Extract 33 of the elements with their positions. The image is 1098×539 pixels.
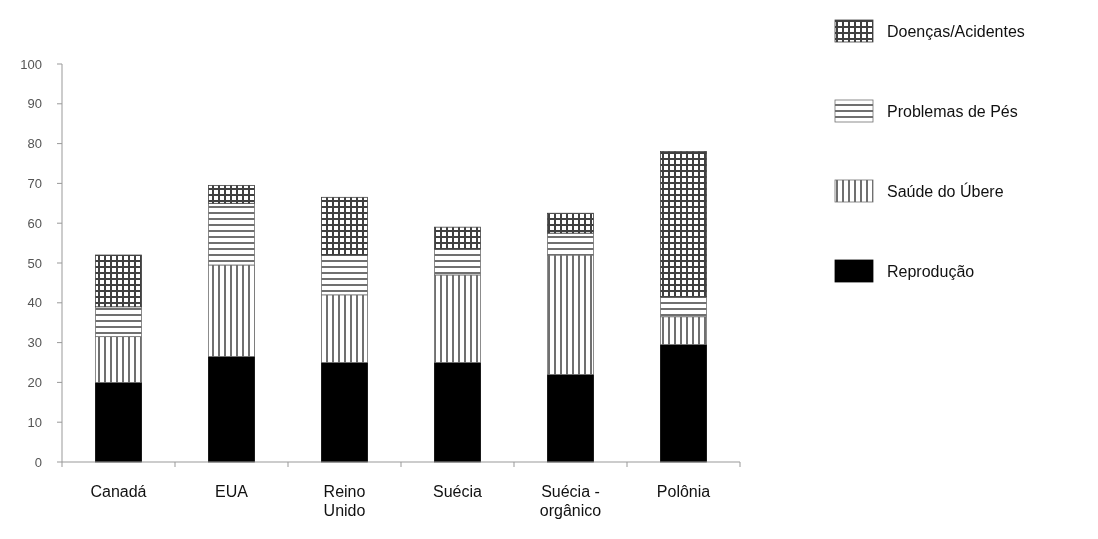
bar: [547, 374, 594, 463]
x-tick-label: EUA: [215, 483, 249, 500]
y-tick-label: 80: [27, 136, 42, 152]
legend-label: Doenças/Acidentes: [887, 22, 1025, 40]
legend-label: Problemas de Pés: [887, 102, 1018, 120]
y-tick-label: 100: [20, 56, 42, 72]
bar: [95, 382, 142, 463]
bar: [434, 226, 481, 250]
y-tick-label: 50: [27, 255, 42, 271]
y-tick-label: 20: [27, 374, 42, 390]
bar: [208, 356, 255, 463]
bar: [434, 362, 481, 463]
y-tick-label: 40: [27, 295, 42, 311]
y-tick-label: 60: [27, 215, 42, 231]
x-tick-label: Canadá: [90, 483, 147, 500]
x-tick-label: Reino Unido: [323, 483, 366, 519]
y-tick-label: 30: [27, 335, 42, 351]
y-tick-label: 90: [27, 96, 42, 112]
bar: [321, 362, 368, 463]
legend-label: Saúde do Úbere: [887, 181, 1004, 200]
x-tick-label: Suécia - orgânico: [539, 483, 602, 519]
bar: [660, 151, 707, 298]
bar: [95, 254, 142, 308]
bar: [321, 196, 368, 256]
y-tick-label: 70: [27, 175, 42, 191]
x-tick-label: Polônia: [656, 483, 711, 500]
x-tick-label: Suécia: [433, 483, 483, 500]
bar: [208, 184, 255, 204]
y-tick-label: 0: [34, 454, 42, 470]
bar: [660, 344, 707, 463]
bar: [547, 212, 594, 234]
y-tick-label: 10: [27, 414, 42, 430]
legend-label: Reprodução: [887, 262, 975, 280]
